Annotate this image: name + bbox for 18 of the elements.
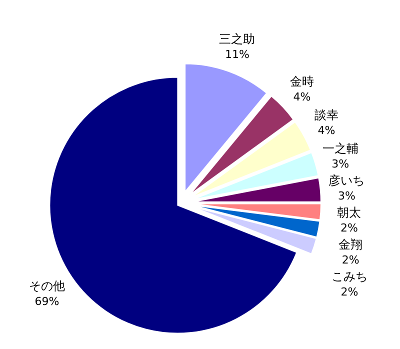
data-label: 3% bbox=[332, 158, 350, 171]
data-label: 2% bbox=[340, 222, 358, 235]
slice-label: 金翔 bbox=[338, 238, 363, 252]
data-label: 2% bbox=[340, 286, 358, 299]
data-label: 3% bbox=[338, 190, 356, 203]
slice-label: 三之助 bbox=[219, 32, 256, 46]
slice-label: 一之輔 bbox=[322, 142, 358, 156]
slice-label: 朝太 bbox=[337, 206, 362, 220]
slice-label: 金時 bbox=[290, 74, 314, 88]
slice-label: 彦いち bbox=[328, 174, 365, 188]
slice-label: その他 bbox=[29, 279, 66, 294]
data-label: 4% bbox=[293, 90, 311, 104]
slice-label: 談幸 bbox=[314, 108, 338, 122]
data-label: 69% bbox=[34, 295, 60, 308]
data-label: 11% bbox=[225, 48, 250, 61]
data-label: 4% bbox=[318, 124, 336, 138]
data-label: 2% bbox=[342, 254, 360, 267]
slice-label: こみち bbox=[332, 270, 368, 284]
